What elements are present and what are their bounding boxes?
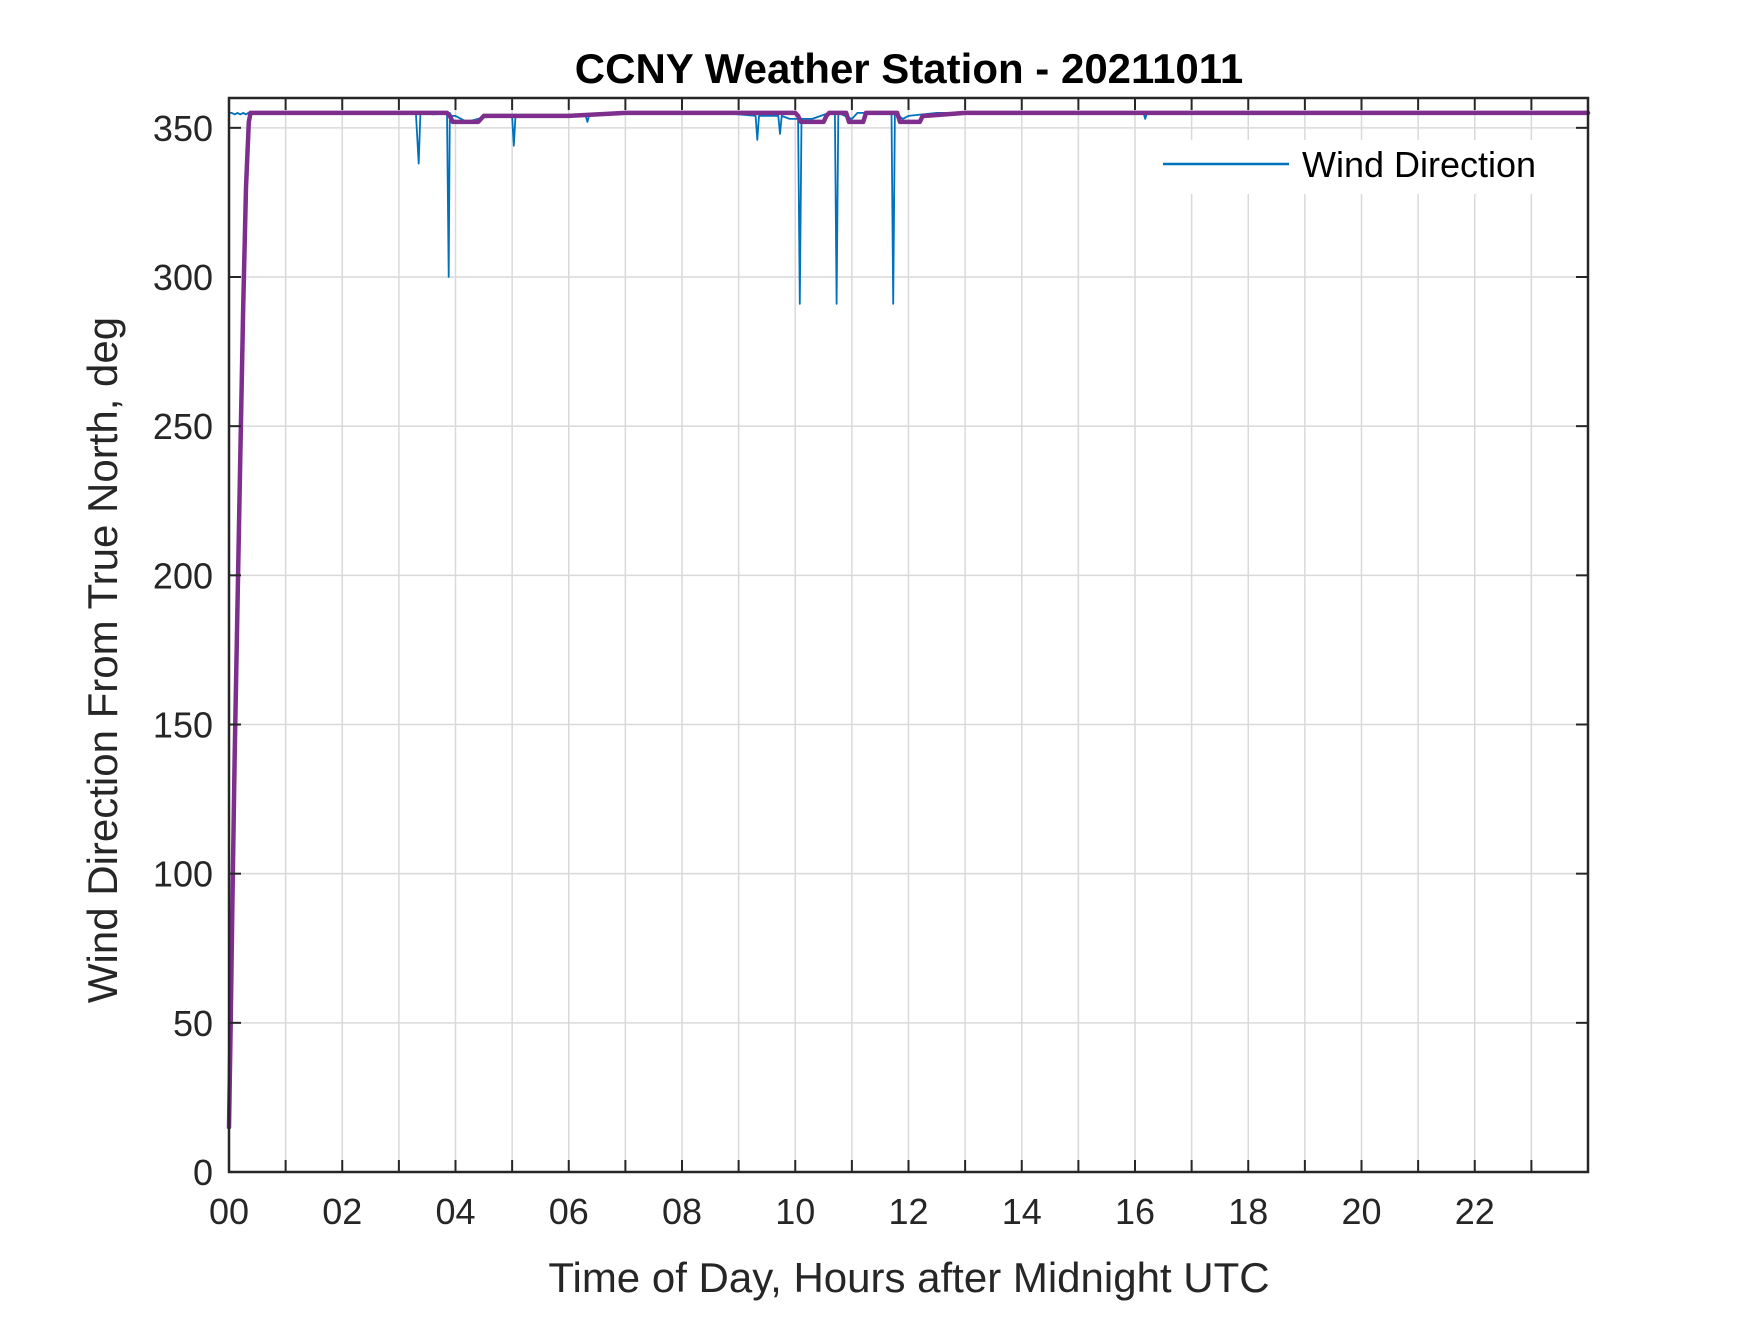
y-tick-label: 350 [153, 108, 213, 149]
y-tick-label: 250 [153, 406, 213, 447]
x-axis-label: Time of Day, Hours after Midnight UTC [548, 1254, 1269, 1301]
grid-lines [229, 98, 1588, 1172]
legend: Wind Direction [1150, 140, 1560, 194]
legend-label-wind-direction: Wind Direction [1302, 144, 1536, 185]
y-tick-label: 200 [153, 555, 213, 596]
x-tick-label: 20 [1341, 1191, 1381, 1232]
x-tick-label: 02 [322, 1191, 362, 1232]
x-tick-label: 18 [1228, 1191, 1268, 1232]
series-line-2 [226, 110, 1591, 1130]
x-tick-label: 00 [209, 1191, 249, 1232]
x-tick-label: 22 [1455, 1191, 1495, 1232]
y-tick-label: 300 [153, 257, 213, 298]
legend-box [1150, 140, 1560, 194]
x-tick-label: 12 [888, 1191, 928, 1232]
x-tick-label: 04 [435, 1191, 475, 1232]
y-tick-label: 0 [193, 1152, 213, 1193]
chart-title: CCNY Weather Station - 20211011 [575, 45, 1243, 92]
x-tick-label: 08 [662, 1191, 702, 1232]
y-tick-label: 50 [173, 1003, 213, 1044]
axis-tick-labels: 00 02 04 06 08 10 12 14 16 18 20 22 0 50 100 150 200 250 3… [153, 108, 1495, 1232]
series-layer [226, 110, 1591, 1130]
axis-ticks [229, 98, 1588, 1173]
y-tick-label: 100 [153, 854, 213, 895]
y-axis-label: Wind Direction From True North, deg [79, 317, 126, 1003]
x-tick-label: 06 [549, 1191, 589, 1232]
x-tick-label: 14 [1002, 1191, 1042, 1232]
x-tick-label: 10 [775, 1191, 815, 1232]
y-tick-label: 150 [153, 705, 213, 746]
x-tick-label: 16 [1115, 1191, 1155, 1232]
